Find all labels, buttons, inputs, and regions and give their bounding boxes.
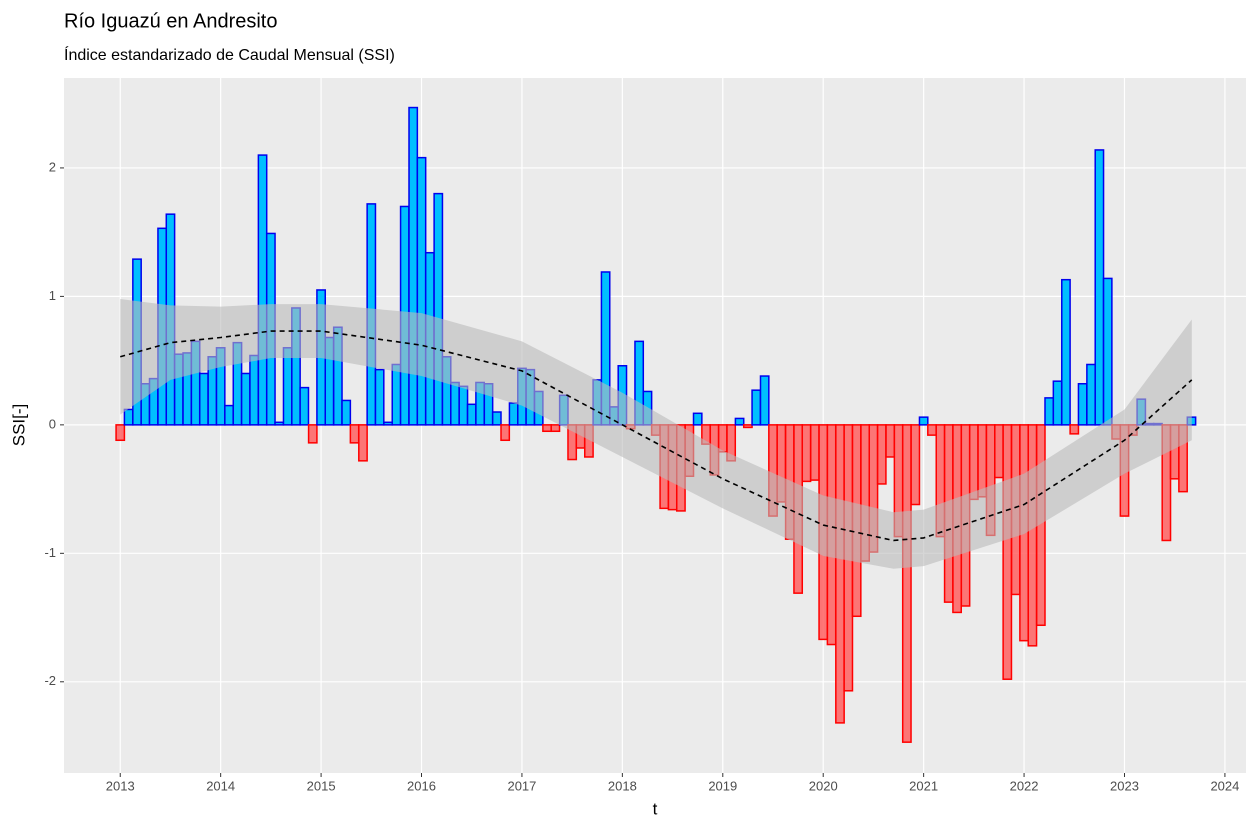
- bar: [835, 424, 845, 724]
- y-tick-label: 1: [49, 288, 56, 303]
- x-tick-label: 2022: [1010, 778, 1039, 793]
- y-tick-label: -2: [44, 673, 56, 688]
- bar: [508, 402, 519, 426]
- bar: [1094, 149, 1105, 426]
- x-tick-label: 2016: [407, 778, 436, 793]
- bar: [801, 424, 812, 483]
- chart-title: Río Iguazú en Andresito: [64, 10, 277, 32]
- bar: [198, 372, 209, 426]
- bar: [274, 421, 285, 426]
- bar: [433, 192, 444, 426]
- x-tick-label: 2013: [106, 778, 135, 793]
- bar: [500, 424, 511, 442]
- bar: [885, 424, 896, 458]
- x-tick-label: 2021: [909, 778, 938, 793]
- bar: [458, 385, 469, 426]
- chart-subtitle: Índice estandarizado de Caudal Mensual (…: [64, 45, 395, 64]
- bar: [968, 424, 979, 501]
- bar: [1002, 424, 1013, 680]
- bar: [374, 368, 385, 426]
- bar: [224, 404, 234, 426]
- bar: [1061, 278, 1071, 426]
- bar: [123, 408, 134, 426]
- y-axis-label: SSI[-]: [9, 404, 28, 447]
- bar: [1044, 397, 1055, 426]
- bar: [809, 424, 820, 481]
- bar: [910, 424, 921, 506]
- bar: [1052, 380, 1063, 426]
- bar: [550, 424, 561, 433]
- y-tick-label: 0: [49, 416, 56, 431]
- bar: [1027, 424, 1038, 647]
- bar: [759, 375, 770, 426]
- bar: [257, 154, 268, 426]
- y-tick-label: 2: [49, 159, 56, 174]
- bar: [1086, 363, 1096, 426]
- bar: [1077, 382, 1088, 426]
- smooth-line: [120, 330, 1193, 542]
- bar: [876, 424, 887, 485]
- bar: [299, 386, 310, 426]
- bar: [383, 421, 393, 426]
- bar: [977, 424, 988, 498]
- bar: [240, 372, 251, 426]
- y-tick-label: -1: [44, 545, 56, 560]
- bar: [282, 347, 293, 426]
- x-tick-label: 2019: [708, 778, 737, 793]
- bar: [491, 411, 502, 426]
- bar: [734, 417, 745, 426]
- bar: [927, 424, 937, 436]
- bar: [391, 363, 402, 426]
- x-axis-label: t: [653, 799, 658, 818]
- smooth-ribbon: [120, 298, 1192, 569]
- bar: [416, 156, 427, 426]
- x-tick-label: 2017: [507, 778, 536, 793]
- bar: [307, 424, 318, 444]
- x-tick-label: 2015: [307, 778, 336, 793]
- bar: [692, 412, 703, 426]
- bar: [466, 403, 477, 426]
- x-tick-label: 2014: [206, 778, 235, 793]
- bar: [742, 424, 753, 429]
- bar: [115, 424, 126, 442]
- bar: [542, 424, 552, 433]
- bar: [408, 106, 419, 426]
- bar: [1069, 424, 1080, 435]
- bar: [341, 399, 352, 426]
- bar: [249, 354, 260, 426]
- x-tick-label: 2018: [608, 778, 637, 793]
- bar: [918, 416, 929, 426]
- x-tick-label: 2024: [1210, 778, 1239, 793]
- bar: [901, 424, 912, 743]
- bar: [717, 424, 728, 453]
- x-tick-label: 2023: [1110, 778, 1139, 793]
- x-tick-label: 2020: [809, 778, 838, 793]
- bar: [994, 424, 1004, 479]
- bar: [358, 424, 368, 462]
- bar: [450, 381, 460, 426]
- bar: [751, 389, 762, 426]
- bar: [1102, 277, 1113, 426]
- bar: [349, 424, 360, 444]
